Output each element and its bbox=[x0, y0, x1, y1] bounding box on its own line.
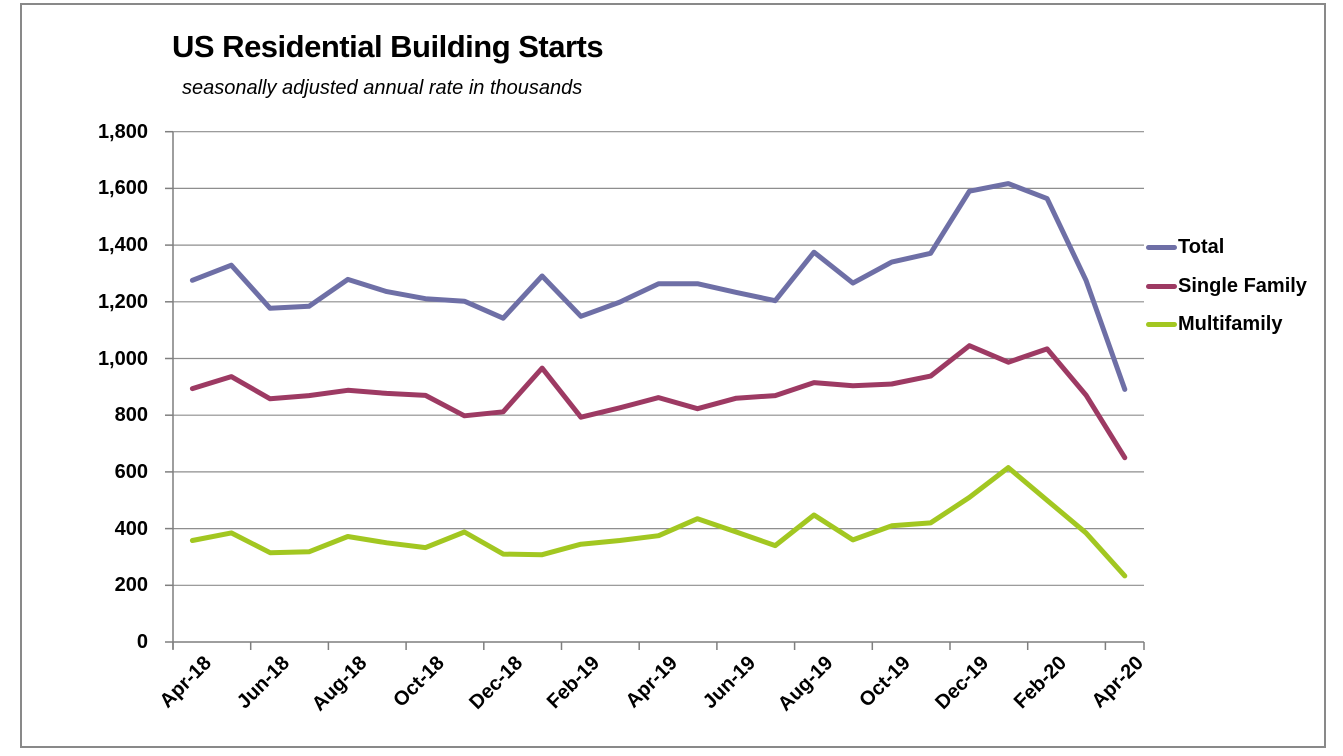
legend-line-swatch-icon bbox=[1146, 321, 1177, 327]
y-tick-label: 400 bbox=[114, 517, 148, 540]
y-tick-label: 600 bbox=[114, 460, 148, 483]
legend-label: Total bbox=[1178, 235, 1225, 258]
y-tick-label: 0 bbox=[136, 631, 148, 653]
chart-frame: US Residential Building Starts seasonall… bbox=[20, 3, 1326, 748]
legend-label: Single Family bbox=[1178, 274, 1307, 297]
y-tick-label: 1,000 bbox=[97, 347, 148, 370]
y-tick-label: 1,800 bbox=[97, 120, 148, 143]
chart-title: US Residential Building Starts bbox=[172, 29, 604, 64]
y-tick-label: 1,200 bbox=[97, 290, 148, 313]
legend-line-swatch-icon bbox=[1146, 244, 1177, 250]
series-line-multifamily bbox=[189, 465, 1128, 579]
legend-item-total: Total bbox=[1146, 234, 1224, 260]
legend-line-swatch-icon bbox=[1146, 283, 1177, 289]
legend-item-multifamily: Multifamily bbox=[1146, 311, 1282, 337]
series-line-single-family bbox=[189, 343, 1128, 461]
y-tick-label: 800 bbox=[114, 404, 148, 427]
y-tick-label: 200 bbox=[114, 574, 148, 597]
y-tick-label: 1,600 bbox=[97, 177, 148, 200]
y-tick-label: 1,400 bbox=[97, 234, 148, 257]
legend-item-single-family: Single Family bbox=[1146, 273, 1307, 299]
chart-subtitle: seasonally adjusted annual rate in thous… bbox=[182, 77, 583, 99]
legend-label: Multifamily bbox=[1178, 312, 1283, 335]
series-line-total bbox=[189, 181, 1128, 392]
